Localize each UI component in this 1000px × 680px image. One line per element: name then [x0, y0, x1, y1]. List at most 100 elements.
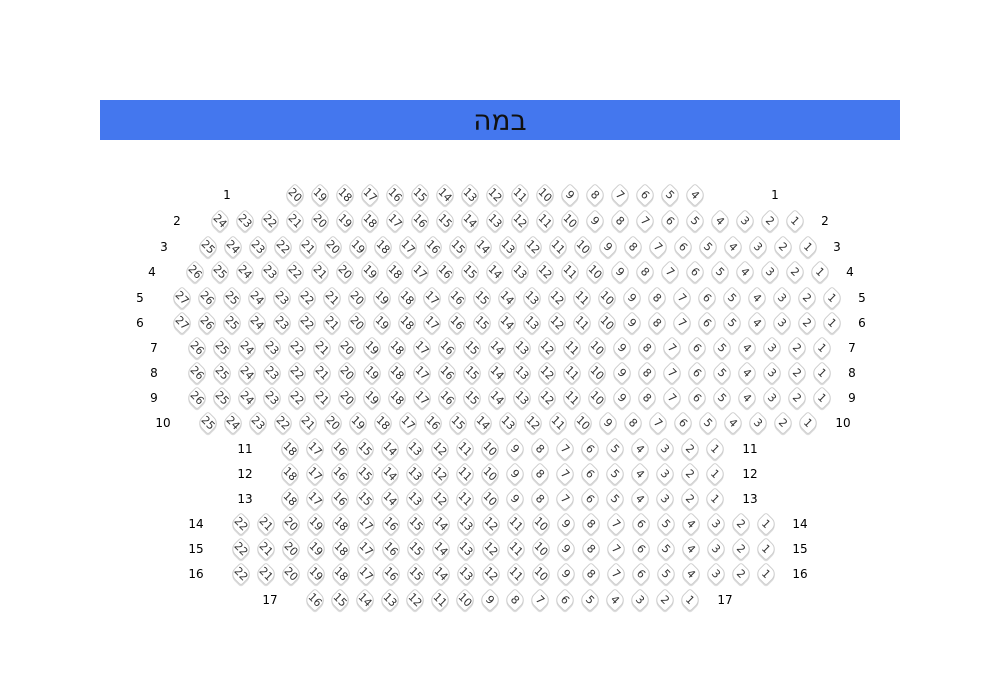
seat-r9-9[interactable]: 9	[609, 385, 635, 411]
seat-r12-9[interactable]: 9	[502, 461, 528, 487]
seat-r17-16[interactable]: 16	[302, 587, 328, 613]
seat-r7-23[interactable]: 23	[259, 335, 285, 361]
seat-r3-17[interactable]: 17	[395, 234, 421, 260]
seat-r5-19[interactable]: 19	[369, 285, 395, 311]
seat-r13-16[interactable]: 16	[327, 486, 353, 512]
seat-r2-7[interactable]: 7	[632, 208, 658, 234]
seat-r3-6[interactable]: 6	[670, 234, 696, 260]
seat-r13-12[interactable]: 12	[427, 486, 453, 512]
seat-r10-13[interactable]: 13	[495, 410, 521, 436]
seat-r12-15[interactable]: 15	[352, 461, 378, 487]
seat-r9-17[interactable]: 17	[409, 385, 435, 411]
seat-r16-11[interactable]: 11	[503, 561, 529, 587]
seat-r10-17[interactable]: 17	[395, 410, 421, 436]
seat-r8-15[interactable]: 15	[459, 360, 485, 386]
seat-r10-23[interactable]: 23	[245, 410, 271, 436]
seat-r11-11[interactable]: 11	[452, 436, 478, 462]
seat-r4-18[interactable]: 18	[382, 259, 408, 285]
seat-r15-6[interactable]: 6	[628, 536, 654, 562]
seat-r13-17[interactable]: 17	[302, 486, 328, 512]
seat-r2-2[interactable]: 2	[757, 208, 783, 234]
seat-r9-20[interactable]: 20	[334, 385, 360, 411]
seat-r5-18[interactable]: 18	[394, 285, 420, 311]
seat-r6-15[interactable]: 15	[469, 310, 495, 336]
seat-r10-19[interactable]: 19	[345, 410, 371, 436]
seat-r14-19[interactable]: 19	[303, 511, 329, 537]
seat-r4-22[interactable]: 22	[282, 259, 308, 285]
seat-r6-13[interactable]: 13	[519, 310, 545, 336]
seat-r15-5[interactable]: 5	[653, 536, 679, 562]
seat-r4-3[interactable]: 3	[757, 259, 783, 285]
seat-r6-19[interactable]: 19	[369, 310, 395, 336]
seat-r12-13[interactable]: 13	[402, 461, 428, 487]
seat-r6-14[interactable]: 14	[494, 310, 520, 336]
seat-r13-6[interactable]: 6	[577, 486, 603, 512]
seat-r15-15[interactable]: 15	[403, 536, 429, 562]
seat-r11-12[interactable]: 12	[427, 436, 453, 462]
seat-r3-16[interactable]: 16	[420, 234, 446, 260]
seat-r6-12[interactable]: 12	[544, 310, 570, 336]
seat-r2-8[interactable]: 8	[607, 208, 633, 234]
seat-r4-14[interactable]: 14	[482, 259, 508, 285]
seat-r2-10[interactable]: 10	[557, 208, 583, 234]
seat-r13-5[interactable]: 5	[602, 486, 628, 512]
seat-r6-8[interactable]: 8	[644, 310, 670, 336]
seat-r14-2[interactable]: 2	[728, 511, 754, 537]
seat-r5-14[interactable]: 14	[494, 285, 520, 311]
seat-r10-20[interactable]: 20	[320, 410, 346, 436]
seat-r2-15[interactable]: 15	[432, 208, 458, 234]
seat-r12-6[interactable]: 6	[577, 461, 603, 487]
seat-r9-22[interactable]: 22	[284, 385, 310, 411]
seat-r15-3[interactable]: 3	[703, 536, 729, 562]
seat-r7-16[interactable]: 16	[434, 335, 460, 361]
seat-r2-14[interactable]: 14	[457, 208, 483, 234]
seat-r14-5[interactable]: 5	[653, 511, 679, 537]
seat-r11-2[interactable]: 2	[677, 436, 703, 462]
seat-r9-26[interactable]: 26	[184, 385, 210, 411]
seat-r8-4[interactable]: 4	[734, 360, 760, 386]
seat-r8-7[interactable]: 7	[659, 360, 685, 386]
seat-r1-11[interactable]: 11	[507, 182, 533, 208]
seat-r7-20[interactable]: 20	[334, 335, 360, 361]
seat-r3-14[interactable]: 14	[470, 234, 496, 260]
seat-r8-20[interactable]: 20	[334, 360, 360, 386]
seat-r3-13[interactable]: 13	[495, 234, 521, 260]
seat-r3-4[interactable]: 4	[720, 234, 746, 260]
seat-r7-4[interactable]: 4	[734, 335, 760, 361]
seat-r2-24[interactable]: 24	[207, 208, 233, 234]
seat-r16-14[interactable]: 14	[428, 561, 454, 587]
seat-r1-15[interactable]: 15	[407, 182, 433, 208]
seat-r4-15[interactable]: 15	[457, 259, 483, 285]
seat-r2-12[interactable]: 12	[507, 208, 533, 234]
seat-r11-1[interactable]: 1	[702, 436, 728, 462]
seat-r9-24[interactable]: 24	[234, 385, 260, 411]
seat-r10-7[interactable]: 7	[645, 410, 671, 436]
seat-r5-21[interactable]: 21	[319, 285, 345, 311]
seat-r13-14[interactable]: 14	[377, 486, 403, 512]
seat-r9-8[interactable]: 8	[634, 385, 660, 411]
seat-r11-7[interactable]: 7	[552, 436, 578, 462]
seat-r1-9[interactable]: 9	[557, 182, 583, 208]
seat-r8-12[interactable]: 12	[534, 360, 560, 386]
seat-r17-3[interactable]: 3	[627, 587, 653, 613]
seat-r4-19[interactable]: 19	[357, 259, 383, 285]
seat-r15-9[interactable]: 9	[553, 536, 579, 562]
seat-r15-11[interactable]: 11	[503, 536, 529, 562]
seat-r13-1[interactable]: 1	[702, 486, 728, 512]
seat-r13-11[interactable]: 11	[452, 486, 478, 512]
seat-r4-9[interactable]: 9	[607, 259, 633, 285]
seat-r16-16[interactable]: 16	[378, 561, 404, 587]
seat-r14-22[interactable]: 22	[228, 511, 254, 537]
seat-r5-27[interactable]: 27	[169, 285, 195, 311]
seat-r5-23[interactable]: 23	[269, 285, 295, 311]
seat-r9-12[interactable]: 12	[534, 385, 560, 411]
seat-r16-1[interactable]: 1	[753, 561, 779, 587]
seat-r9-3[interactable]: 3	[759, 385, 785, 411]
seat-r5-2[interactable]: 2	[794, 285, 820, 311]
seat-r3-15[interactable]: 15	[445, 234, 471, 260]
seat-r8-6[interactable]: 6	[684, 360, 710, 386]
seat-r3-12[interactable]: 12	[520, 234, 546, 260]
seat-r14-10[interactable]: 10	[528, 511, 554, 537]
seat-r16-2[interactable]: 2	[728, 561, 754, 587]
seat-r12-12[interactable]: 12	[427, 461, 453, 487]
